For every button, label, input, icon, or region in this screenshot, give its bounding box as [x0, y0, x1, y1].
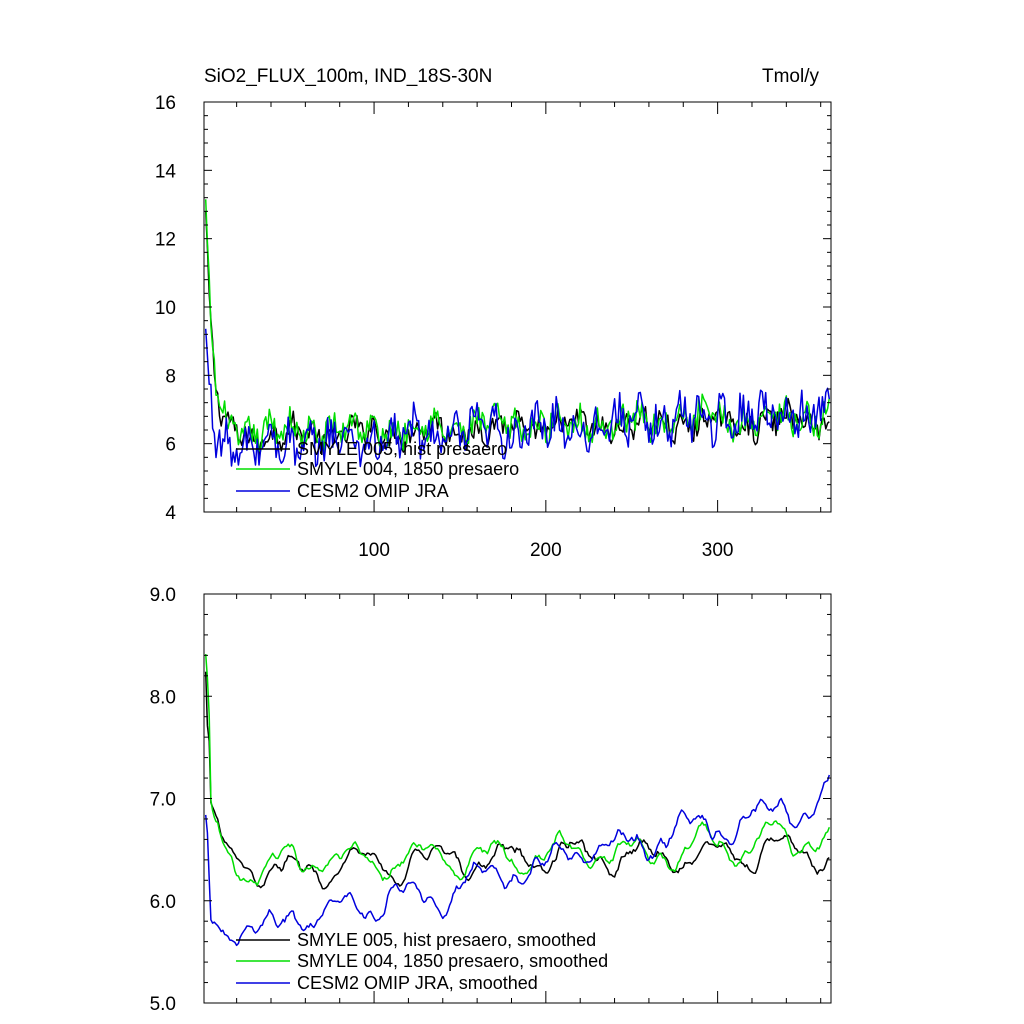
bottom-legend: SMYLE 005, hist presaero, smoothed SMYLE… [236, 930, 608, 993]
top-legend-label-1: SMYLE 004, 1850 presaero [297, 459, 519, 479]
top-y-tick-label: 8 [165, 366, 176, 387]
bottom-series-line-1 [204, 654, 831, 887]
top-legend: SMYLE 005, hist presaero SMYLE 004, 1850… [236, 439, 519, 501]
top-series-line-2 [204, 328, 831, 468]
bottom-legend-label-0: SMYLE 005, hist presaero, smoothed [297, 930, 596, 950]
top-y-tick-label: 10 [155, 298, 176, 319]
bottom-legend-label-2: CESM2 OMIP JRA, smoothed [297, 973, 538, 993]
top-chart-units: Tmol/y [762, 66, 820, 87]
bottom-y-tick-label: 9.0 [150, 585, 176, 606]
top-series-group [204, 199, 831, 468]
top-legend-label-0: SMYLE 005, hist presaero [297, 439, 507, 459]
top-y-tick-label: 14 [155, 161, 177, 182]
top-legend-label-2: CESM2 OMIP JRA [297, 481, 449, 501]
top-ticks-group: 4 6 8 10 12 14 16 100 200 300 [155, 93, 831, 561]
top-x-tick-label: 300 [702, 540, 734, 561]
bottom-series-line-0 [204, 671, 830, 890]
top-x-tick-label: 100 [358, 540, 390, 561]
bottom-y-tick-label: 8.0 [150, 687, 176, 708]
top-y-tick-label: 4 [165, 503, 176, 524]
top-y-tick-label: 12 [155, 230, 176, 251]
bottom-series-group [204, 654, 831, 947]
top-chart-title: SiO2_FLUX_100m, IND_18S-30N [204, 66, 492, 87]
top-series-line-1 [204, 199, 831, 454]
bottom-y-tick-label: 5.0 [150, 994, 176, 1015]
top-panel: SiO2_FLUX_100m, IND_18S-30N Tmol/y 4 6 8 10… [155, 66, 832, 561]
bottom-y-tick-label: 6.0 [150, 892, 176, 913]
top-y-tick-label: 6 [165, 435, 176, 456]
bottom-legend-label-1: SMYLE 004, 1850 presaero, smoothed [297, 951, 608, 971]
bottom-panel: 5.0 6.0 7.0 8.0 9.0 SMYLE 005, hist presaero… [150, 585, 832, 1015]
top-y-tick-label: 16 [155, 93, 176, 114]
bottom-series-line-2 [204, 774, 831, 947]
bottom-ticks-group: 5.0 6.0 7.0 8.0 9.0 [150, 585, 831, 1015]
top-x-tick-label: 200 [530, 540, 562, 561]
bottom-y-tick-label: 7.0 [150, 790, 176, 811]
